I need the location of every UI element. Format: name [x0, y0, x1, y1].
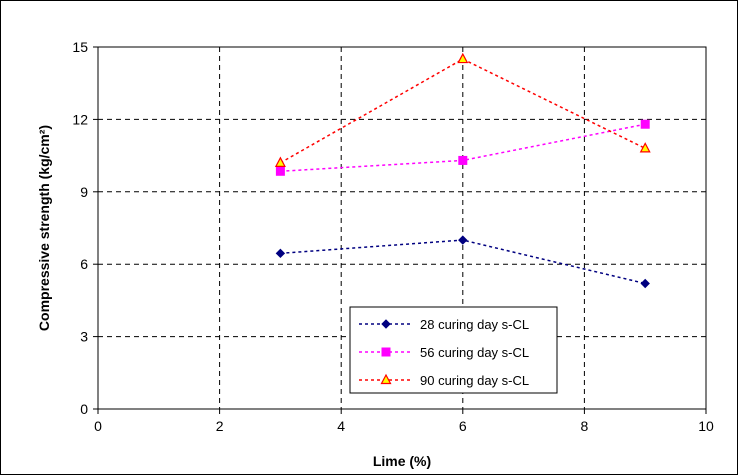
legend-entry: 28 curing day s-CL — [359, 317, 529, 332]
y-tick-label: 6 — [80, 256, 88, 272]
series-1 — [275, 235, 650, 289]
plot-area — [97, 46, 707, 410]
series-2 — [275, 119, 650, 176]
y-tick-label: 15 — [72, 39, 88, 55]
data-point — [458, 235, 468, 245]
data-point — [640, 119, 650, 129]
data-point — [275, 166, 285, 176]
data-point — [457, 52, 469, 64]
legend: 28 curing day s-CL 56 curing day s-CL 90 c… — [349, 306, 558, 394]
data-point — [274, 156, 286, 167]
legend-label: 28 curing day s-CL — [420, 317, 529, 332]
y-axis-title: Compressive strength (kg/cm²) — [36, 125, 52, 331]
series-3 — [274, 52, 651, 167]
tick-labels: 0 2 4 6 8 10 0 3 6 9 12 15 — [72, 39, 714, 434]
x-tick-label: 6 — [459, 418, 467, 434]
series-layer — [274, 52, 651, 289]
legend-label: 90 curing day s-CL — [420, 373, 529, 388]
x-tick-label: 10 — [698, 418, 714, 434]
x-tick-label: 2 — [216, 418, 224, 434]
x-tick-label: 0 — [94, 418, 102, 434]
legend-marker — [380, 373, 392, 385]
data-point — [458, 155, 468, 165]
y-tick-label: 12 — [72, 111, 88, 127]
x-tick-label: 4 — [337, 418, 345, 434]
x-tick-label: 8 — [581, 418, 589, 434]
y-tick-label: 9 — [80, 184, 88, 200]
x-axis-title: Lime (%) — [373, 453, 431, 469]
legend-label: 56 curing day s-CL — [420, 345, 529, 360]
y-tick-label: 3 — [80, 329, 88, 345]
data-point — [275, 248, 286, 259]
data-point — [639, 142, 651, 153]
legend-entry: 56 curing day s-CL — [359, 345, 529, 360]
y-tick-label: 0 — [80, 401, 88, 417]
data-point — [640, 278, 650, 289]
legend-marker — [381, 319, 391, 329]
legend-entry: 90 curing day s-CL — [359, 373, 529, 388]
legend-marker — [381, 347, 391, 357]
